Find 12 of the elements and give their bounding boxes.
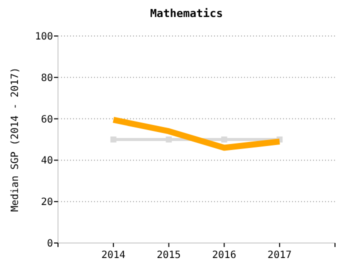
y-tick-label: 80: [40, 72, 53, 84]
y-axis-title: Median SGP (2014 - 2017): [10, 67, 21, 212]
x-tick-label: 2016: [212, 250, 236, 261]
y-tick-label: 20: [40, 197, 53, 208]
y-tick-label: 100: [34, 32, 53, 42]
y-tick-label: 0: [46, 238, 53, 250]
y-tick-label: 40: [40, 156, 53, 167]
x-tick-label: 2017: [268, 250, 292, 261]
x-tick-label: 2015: [156, 250, 181, 261]
y-tick-label: 60: [40, 114, 53, 126]
chart-title: Mathematics: [150, 7, 223, 20]
x-tick-label: 2014: [101, 250, 126, 261]
